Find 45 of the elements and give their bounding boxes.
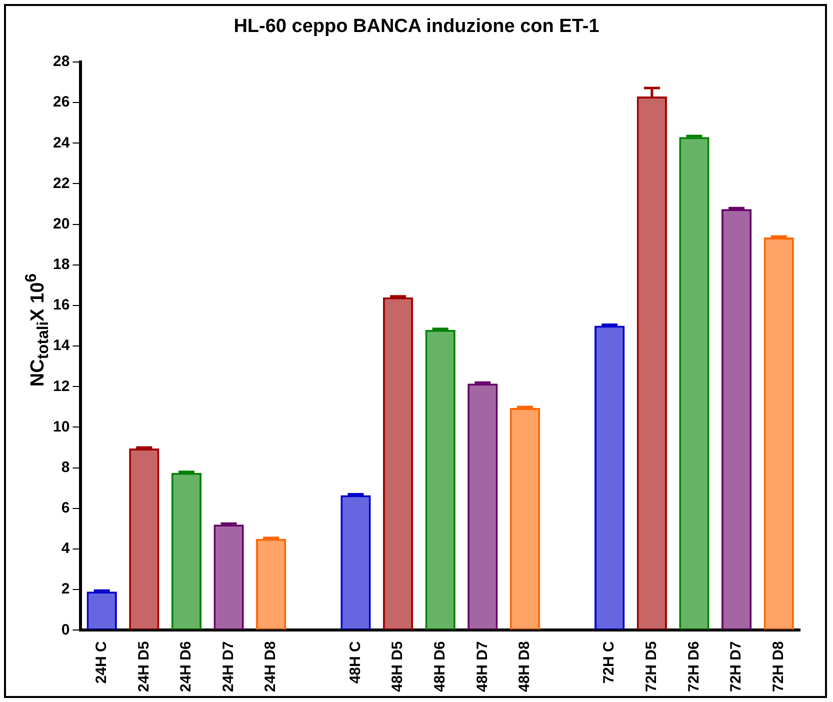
x-tick-label: 24H D5 (135, 641, 152, 692)
bar (764, 238, 794, 630)
bar (594, 326, 625, 630)
y-tick-label: 14 (52, 337, 70, 354)
bar (214, 524, 244, 630)
y-tick-label: 10 (52, 418, 70, 436)
x-tick-label: 24H D7 (220, 641, 237, 692)
y-tick-label: 18 (52, 256, 70, 274)
x-tick-label: 48H D5 (389, 641, 406, 692)
y-tick-label: 0 (61, 621, 70, 638)
chart-title: HL-60 ceppo BANCA induzione con ET-1 (232, 16, 600, 38)
y-tick-label: 28 (52, 53, 70, 70)
y-tick-label: 2 (61, 580, 70, 598)
bar (510, 408, 540, 630)
y-tick-label: 6 (61, 500, 70, 517)
bar (86, 592, 117, 630)
x-tick-label: 72H D6 (685, 641, 702, 692)
y-tick-label: 26 (52, 94, 70, 111)
bar (340, 495, 371, 630)
y-tick-label: 4 (61, 540, 70, 558)
x-tick-label: 72H C (600, 640, 618, 684)
y-tick-label: 16 (52, 296, 70, 314)
bar (721, 209, 752, 630)
y-tick-label: 24 (52, 134, 70, 152)
x-tick-label: 48H D8 (516, 641, 534, 692)
bar (382, 297, 414, 630)
x-tick-label: 24H C (92, 640, 110, 684)
x-tick-label: 48H D7 (474, 641, 491, 692)
x-tick-label: 72H D8 (770, 641, 787, 692)
x-tick-label: 72H D7 (728, 641, 745, 692)
y-tick-label: 22 (52, 174, 70, 192)
x-tick-label: 72H D5 (643, 641, 660, 692)
bar (468, 384, 498, 630)
bar (129, 448, 160, 630)
bar (171, 472, 202, 630)
x-tick-label: 48H D6 (431, 641, 448, 692)
bar (256, 538, 286, 630)
y-tick-label: 12 (52, 378, 70, 395)
x-tick-label: 24H D6 (178, 641, 195, 692)
x-tick-label: 48H C (346, 640, 364, 684)
bar (425, 330, 456, 630)
y-tick-label: 20 (52, 215, 70, 232)
y-tick-label: 8 (61, 458, 70, 476)
bar (679, 137, 710, 630)
x-tick-label: 24H D8 (262, 641, 280, 692)
